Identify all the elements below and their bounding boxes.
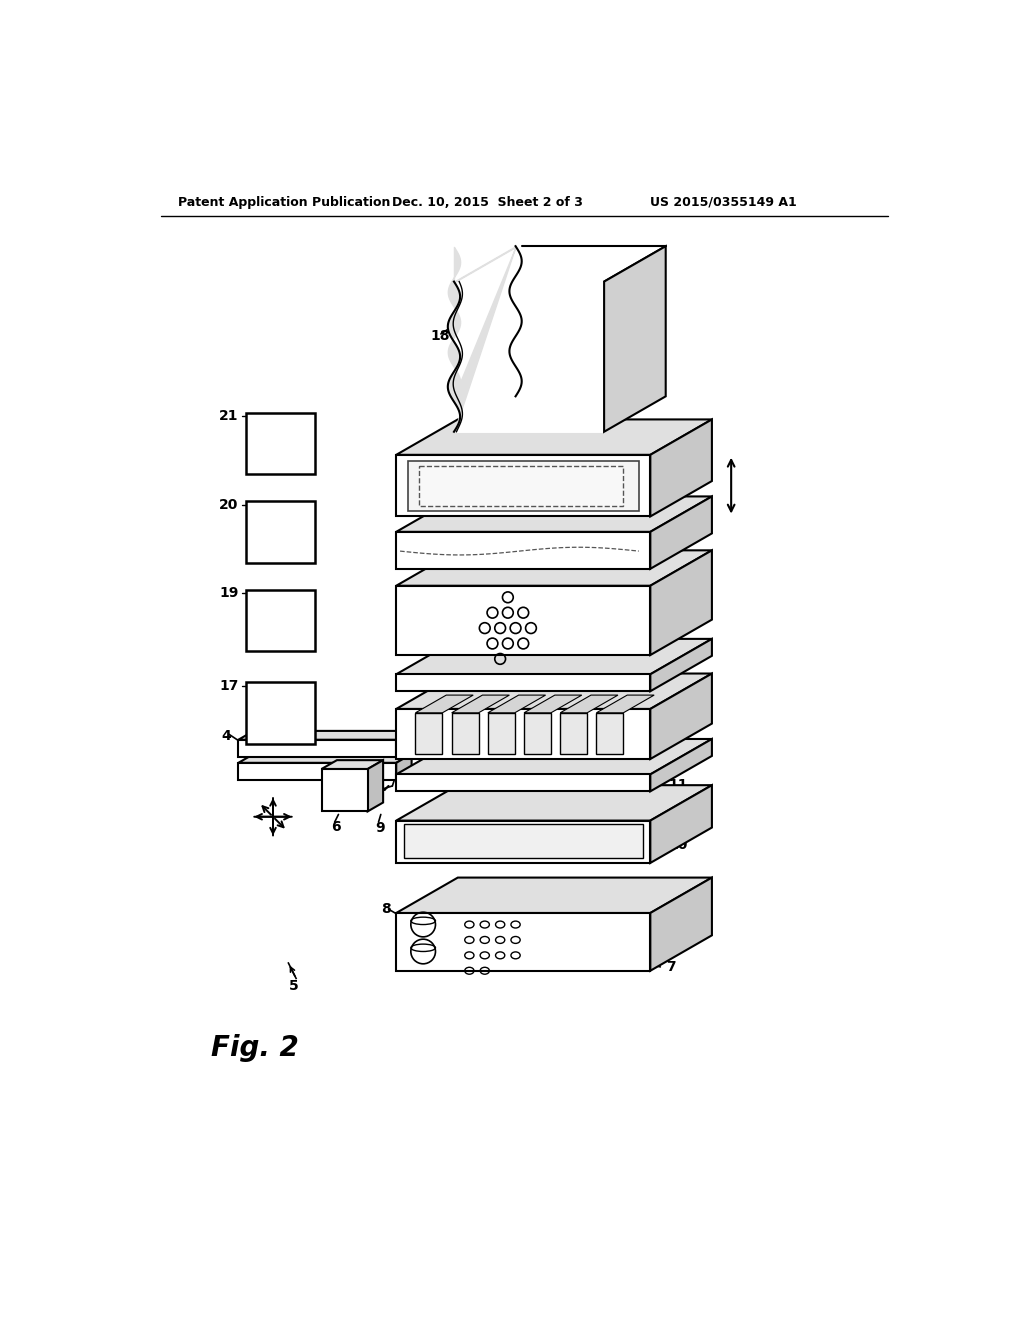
Polygon shape [452, 696, 509, 713]
Text: 18: 18 [431, 329, 451, 342]
Polygon shape [396, 496, 712, 532]
Polygon shape [239, 739, 396, 756]
Text: 21: 21 [219, 409, 239, 424]
Polygon shape [396, 775, 650, 792]
Polygon shape [396, 739, 712, 775]
Polygon shape [650, 639, 712, 692]
Polygon shape [650, 739, 712, 792]
Text: 5: 5 [289, 979, 298, 993]
Bar [408, 461, 639, 511]
Polygon shape [416, 696, 473, 713]
Text: 16: 16 [668, 544, 687, 558]
Polygon shape [396, 639, 712, 675]
Bar [246, 682, 315, 743]
Text: Fig. 2: Fig. 2 [211, 1034, 299, 1061]
Polygon shape [560, 696, 617, 713]
Polygon shape [650, 550, 712, 655]
Text: 15: 15 [668, 614, 687, 627]
Text: 8: 8 [381, 902, 390, 916]
Text: Dec. 10, 2015  Sheet 2 of 3: Dec. 10, 2015 Sheet 2 of 3 [392, 195, 584, 209]
Polygon shape [322, 770, 368, 812]
Polygon shape [396, 878, 712, 913]
Polygon shape [396, 785, 712, 821]
Polygon shape [239, 763, 396, 780]
Polygon shape [396, 709, 650, 759]
Bar [246, 502, 315, 562]
Polygon shape [396, 673, 712, 709]
Polygon shape [396, 586, 650, 655]
Polygon shape [452, 713, 478, 755]
Text: 9: 9 [376, 821, 385, 836]
Text: 11: 11 [668, 779, 687, 792]
Polygon shape [396, 550, 712, 586]
Polygon shape [396, 731, 412, 756]
Bar [246, 590, 315, 651]
Text: 17: 17 [219, 678, 239, 693]
Polygon shape [650, 420, 712, 516]
Polygon shape [604, 246, 666, 432]
Text: US 2015/0355149 A1: US 2015/0355149 A1 [650, 195, 797, 209]
Polygon shape [403, 825, 643, 858]
Polygon shape [487, 713, 515, 755]
Polygon shape [416, 713, 442, 755]
Polygon shape [524, 713, 551, 755]
Polygon shape [396, 754, 412, 780]
Text: 14: 14 [668, 678, 687, 692]
Text: 6: 6 [331, 820, 340, 834]
Text: 9: 9 [666, 929, 676, 942]
Polygon shape [322, 760, 383, 770]
Polygon shape [396, 675, 650, 692]
Text: Patent Application Publication: Patent Application Publication [178, 195, 391, 209]
Polygon shape [650, 785, 712, 863]
Text: 19: 19 [219, 586, 239, 601]
Polygon shape [487, 696, 546, 713]
Text: 13: 13 [419, 689, 438, 702]
Polygon shape [396, 532, 650, 569]
Polygon shape [239, 731, 412, 739]
Polygon shape [650, 496, 712, 569]
Polygon shape [368, 760, 383, 812]
Bar [246, 412, 315, 474]
Polygon shape [560, 713, 587, 755]
Text: 10: 10 [668, 838, 687, 853]
Polygon shape [596, 713, 624, 755]
Polygon shape [650, 673, 712, 759]
Polygon shape [596, 696, 654, 713]
Polygon shape [239, 754, 412, 763]
Text: 20: 20 [219, 498, 239, 512]
Polygon shape [524, 696, 582, 713]
Bar [419, 466, 624, 507]
Polygon shape [396, 420, 712, 455]
Text: 12: 12 [668, 727, 687, 742]
Polygon shape [396, 821, 650, 863]
Text: 4: 4 [221, 729, 231, 743]
Polygon shape [396, 913, 650, 970]
Polygon shape [396, 455, 650, 516]
Text: 7: 7 [666, 960, 676, 974]
Polygon shape [650, 878, 712, 970]
